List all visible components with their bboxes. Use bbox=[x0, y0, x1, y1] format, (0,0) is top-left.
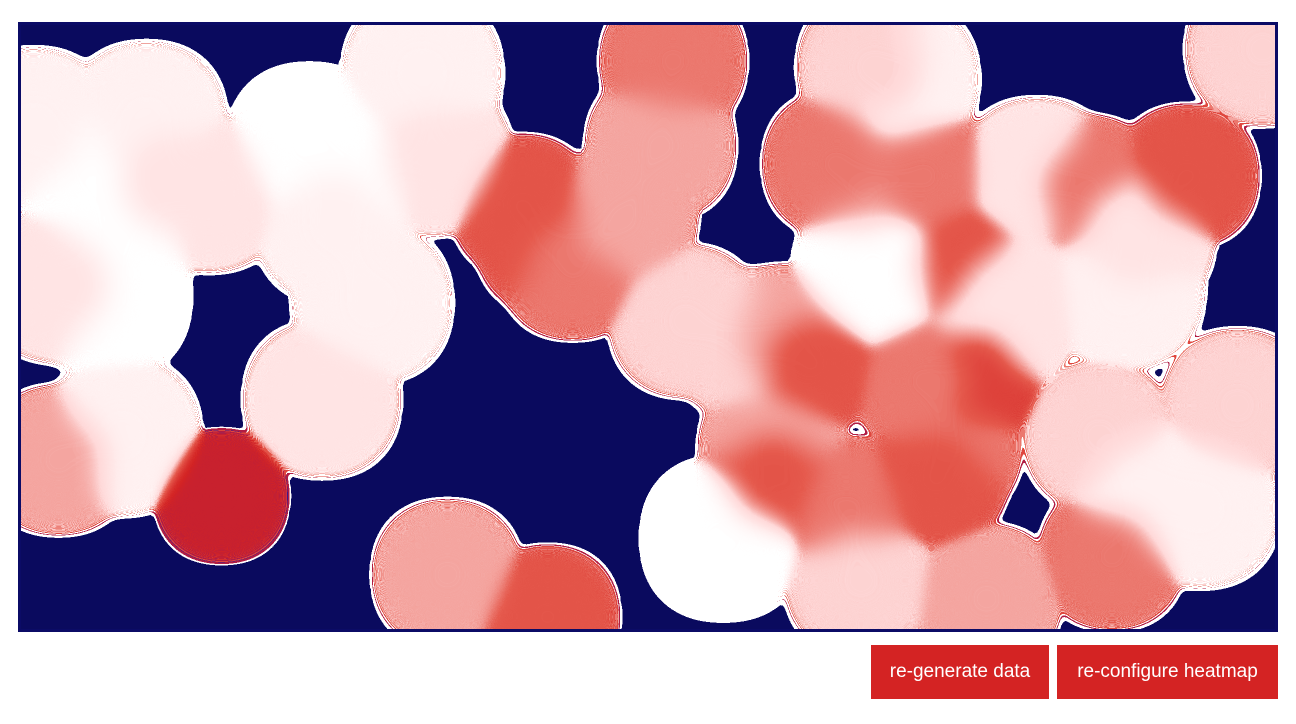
heatmap-point bbox=[401, 528, 494, 621]
heatmap-point bbox=[628, 25, 718, 106]
heatmap-point bbox=[730, 435, 817, 521]
heatmap-point bbox=[791, 119, 881, 209]
heatmap-point bbox=[768, 320, 854, 407]
heatmap-point bbox=[821, 220, 926, 325]
heatmap-point bbox=[576, 172, 669, 265]
heatmap-point bbox=[1215, 25, 1275, 97]
heatmap-point bbox=[1067, 512, 1157, 601]
heatmap-canvas[interactable] bbox=[18, 22, 1278, 632]
heatmap-point bbox=[1189, 358, 1275, 453]
heatmap-point bbox=[614, 99, 707, 192]
heatmap-point bbox=[385, 108, 484, 207]
heatmap-point bbox=[160, 145, 259, 244]
heatmap-point bbox=[826, 25, 922, 115]
heatmap-point bbox=[879, 131, 969, 221]
heatmap-point bbox=[21, 235, 108, 334]
heatmap-point bbox=[371, 25, 473, 124]
heatmap-point bbox=[1144, 133, 1231, 219]
heatmap-point bbox=[21, 77, 84, 179]
heatmap-point bbox=[273, 350, 371, 449]
heatmap-controls: re-generate data re-configure heatmap bbox=[871, 645, 1278, 699]
regenerate-data-button[interactable]: re-generate data bbox=[871, 645, 1049, 699]
heatmap-point bbox=[183, 457, 261, 535]
heatmap-point bbox=[284, 173, 385, 275]
heatmap-point bbox=[879, 336, 969, 426]
reconfigure-heatmap-button[interactable]: re-configure heatmap bbox=[1057, 645, 1278, 699]
heatmap-point bbox=[1149, 457, 1251, 559]
heatmap-graphic bbox=[21, 25, 1275, 629]
heatmap-point bbox=[813, 533, 909, 629]
heatmap-point bbox=[21, 413, 105, 506]
heatmap-point bbox=[804, 463, 894, 553]
heatmap-point bbox=[1088, 187, 1187, 286]
heatmap-point bbox=[940, 552, 1033, 629]
heatmap-point bbox=[893, 435, 980, 521]
heatmap-point bbox=[962, 253, 1061, 352]
heatmap-point bbox=[504, 573, 591, 629]
heatmap-point bbox=[321, 252, 423, 354]
